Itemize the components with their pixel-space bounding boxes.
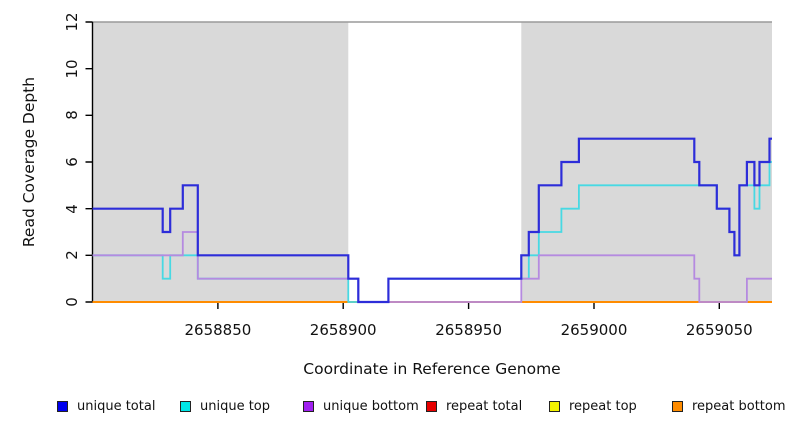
legend-swatch-repeat-total <box>426 401 437 412</box>
y-tick-label: 10 <box>63 59 81 79</box>
legend-swatch-unique-total <box>57 401 68 412</box>
shaded-region-left <box>92 22 349 302</box>
y-tick-label: 2 <box>63 250 81 261</box>
legend-swatch-repeat-bottom <box>672 401 683 412</box>
y-tick-label: 12 <box>63 12 81 32</box>
legend-label: unique total <box>77 399 156 414</box>
series-unique-total <box>92 137 772 304</box>
x-tick-label: 2659050 <box>685 321 753 339</box>
axis-tick-marks <box>85 21 720 309</box>
x-tick-label: 2659000 <box>560 321 628 339</box>
y-axis-title: Read Coverage Depth <box>20 76 38 248</box>
y-tick-label: 6 <box>63 157 81 167</box>
legend-item-repeat-total: repeat total <box>419 399 542 414</box>
legend-label: unique top <box>200 399 271 414</box>
y-tick-label: 8 <box>63 110 81 121</box>
legend-swatch-unique-bottom <box>303 401 314 412</box>
legend-item-unique-bottom: unique bottom <box>296 399 419 414</box>
legend-item-repeat-top: repeat top <box>542 399 665 414</box>
legend-label: repeat total <box>446 399 523 414</box>
y-tick-label: 0 <box>63 297 81 307</box>
legend-label: repeat bottom <box>692 399 786 414</box>
x-tick-label: 2658850 <box>184 321 252 339</box>
series-unique-bottom <box>92 231 772 303</box>
x-axis-title: Coordinate in Reference Genome <box>303 360 561 378</box>
legend-item-unique-top: unique top <box>173 399 296 414</box>
legend: unique total unique top unique bottom re… <box>50 399 788 414</box>
legend-label: unique bottom <box>323 399 419 414</box>
shaded-region-right <box>521 22 772 302</box>
legend-swatch-unique-top <box>180 401 191 412</box>
legend-item-repeat-bottom: repeat bottom <box>665 399 788 414</box>
y-tick-label: 4 <box>63 203 81 214</box>
legend-label: repeat top <box>569 399 637 414</box>
x-tick-label: 2658950 <box>435 321 502 339</box>
legend-swatch-repeat-top <box>549 401 560 412</box>
x-tick-label: 2658900 <box>309 321 377 339</box>
legend-item-unique-total: unique total <box>50 399 173 414</box>
